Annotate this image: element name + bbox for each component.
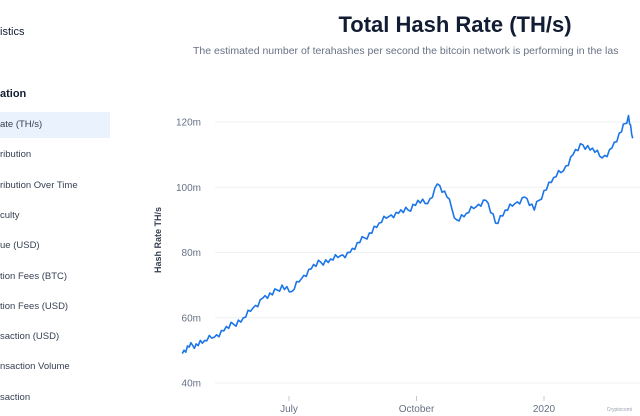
- y-tick-label: 40m: [182, 379, 201, 390]
- sidebar-item[interactable]: ate (TH/s): [0, 112, 110, 138]
- sidebar-item[interactable]: tion Fees (BTC): [0, 270, 68, 282]
- x-tick-label: 2020: [533, 404, 556, 415]
- y-tick-label: 80m: [182, 248, 201, 259]
- sidebar-item[interactable]: ue (USD): [0, 240, 40, 252]
- y-axis-label: Hash Rate TH/s: [153, 207, 163, 273]
- sidebar-section-title: ation: [0, 88, 27, 100]
- y-tick-label: 60m: [182, 313, 201, 324]
- sidebar-item[interactable]: saction (USD): [0, 331, 60, 343]
- series-line: [181, 114, 634, 354]
- x-tick-label: July: [280, 404, 298, 415]
- sidebar-header: istics: [0, 26, 25, 38]
- x-tick-label: October: [399, 404, 435, 415]
- sidebar-item[interactable]: nsaction Volume: [0, 361, 70, 373]
- sidebar: istics ation ate (TH/s) ribution ribution …: [0, 0, 112, 416]
- sidebar-item[interactable]: ribution Over Time: [0, 179, 78, 191]
- chart-subtitle: The estimated number of terahashes per s…: [193, 45, 619, 57]
- sidebar-item[interactable]: culty: [0, 209, 20, 221]
- sidebar-item[interactable]: ribution: [0, 149, 32, 161]
- sidebar-item[interactable]: saction: [0, 391, 31, 403]
- watermark-text: Cryptocomi: [607, 407, 632, 413]
- y-tick-label: 120m: [176, 118, 201, 129]
- y-tick-label: 100m: [176, 183, 201, 194]
- sidebar-item[interactable]: tion Fees (USD): [0, 300, 69, 312]
- chart-title: Total Hash Rate (TH/s): [338, 12, 572, 37]
